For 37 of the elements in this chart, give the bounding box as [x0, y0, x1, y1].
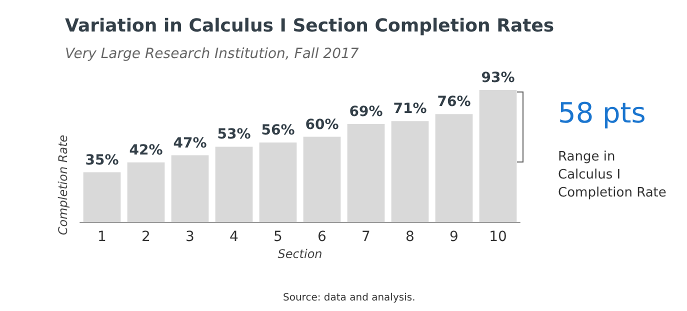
x-tick-label: 9 — [450, 229, 458, 245]
x-tick-label: 10 — [489, 229, 507, 245]
bar — [83, 172, 121, 222]
chart-subtitle: Very Large Research Institution, Fall 2017 — [65, 46, 359, 62]
data-label: 56% — [261, 122, 295, 138]
x-tick-label: 6 — [318, 229, 327, 245]
data-label: 76% — [437, 94, 471, 110]
bar — [435, 114, 473, 222]
text: Range in Calculus I Completion Rate — [558, 150, 666, 200]
x-tick-label: 8 — [406, 229, 414, 245]
x-tick-label: 3 — [186, 229, 194, 245]
data-label: 53% — [217, 126, 251, 143]
data-label: 93% — [481, 70, 515, 86]
data-label: 42% — [129, 142, 163, 158]
x-tick-label: 2 — [142, 229, 150, 245]
data-label: 71% — [393, 101, 427, 118]
chart-title: Variation in Calculus I Section Completion Rates — [65, 16, 554, 36]
y-axis-title: Completion Rate — [56, 134, 70, 236]
x-tick-label: 5 — [274, 229, 282, 245]
source-note: Source: data and analysis. — [283, 292, 416, 304]
data-label: 47% — [173, 135, 207, 152]
data-label: 35% — [85, 152, 119, 168]
bar — [347, 124, 385, 222]
x-tick-label: 7 — [362, 229, 370, 245]
bar — [127, 162, 165, 222]
data-label: 60% — [305, 116, 339, 133]
bar — [215, 146, 253, 222]
x-axis-title: Section — [278, 247, 322, 261]
data-label: 69% — [349, 104, 383, 120]
text: 58 pts — [558, 96, 646, 130]
bar — [391, 121, 429, 222]
bar — [259, 142, 297, 222]
bar — [303, 136, 341, 222]
bar — [479, 90, 517, 222]
x-tick-label: 1 — [98, 229, 106, 245]
bar — [171, 155, 209, 222]
x-tick-label: 4 — [230, 229, 239, 245]
